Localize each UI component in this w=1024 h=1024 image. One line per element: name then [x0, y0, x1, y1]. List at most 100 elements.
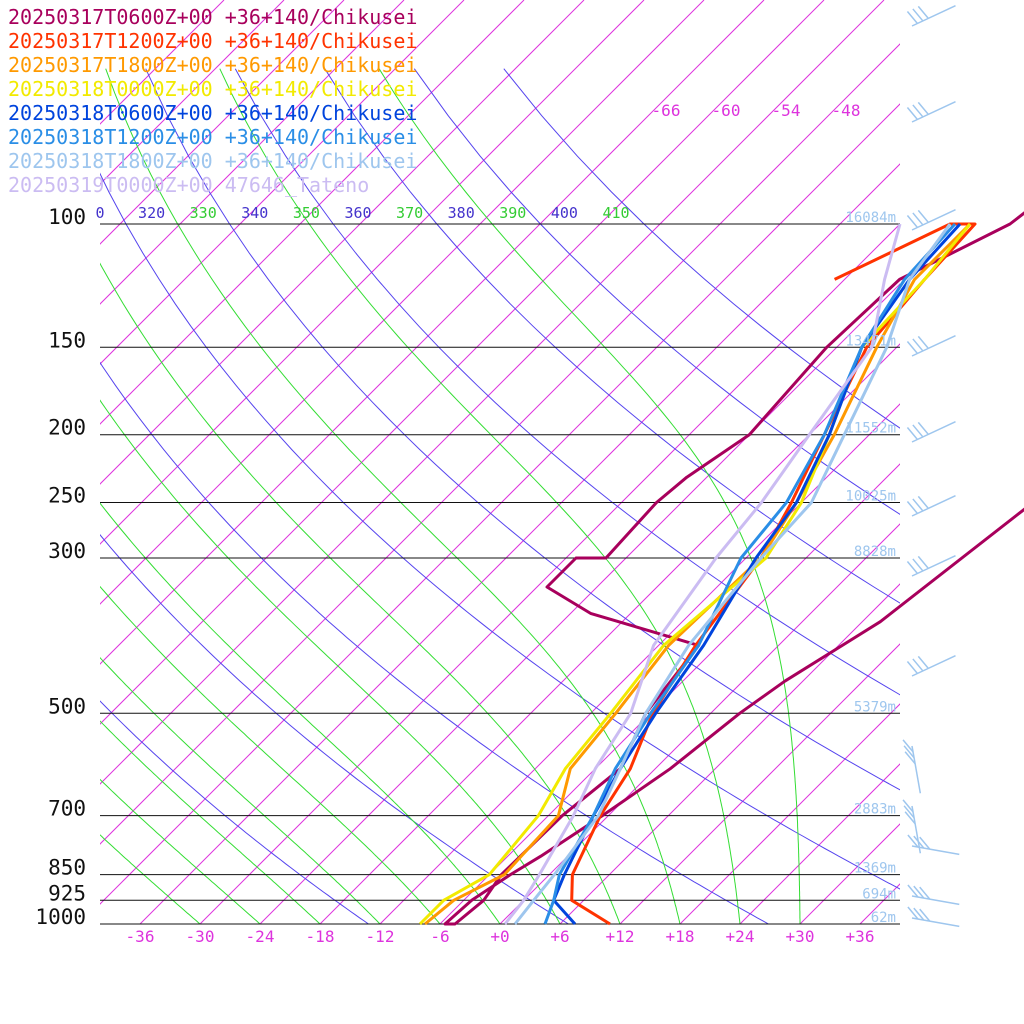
pressure-label: 1000 — [35, 905, 86, 929]
upper-isotherm-label: -66 — [652, 101, 681, 120]
theta-label: 0 — [95, 204, 104, 222]
wind-barb-flag — [912, 558, 924, 572]
isotherm-line — [379, 403, 900, 924]
wind-barb — [911, 895, 960, 906]
theta-label: 340 — [241, 204, 268, 222]
temperature-profiles — [418, 211, 1024, 926]
wind-barb-flag — [917, 555, 929, 569]
temperature-tick-label: -36 — [126, 927, 155, 946]
isotherm-line — [139, 163, 900, 924]
wind-barb — [911, 805, 922, 854]
isotherm-line — [100, 0, 285, 185]
moist-adiabat-line — [105, 68, 681, 924]
dry-adiabat-line — [100, 700, 369, 924]
dry-adiabat-line — [234, 68, 900, 696]
isotherm-line — [100, 0, 825, 725]
theta-label: 380 — [448, 204, 475, 222]
moist-adiabat-line — [219, 68, 741, 924]
wind-barb-flag — [913, 907, 925, 921]
pressure-label: 300 — [48, 539, 86, 563]
temperature-tick-label: -30 — [186, 927, 215, 946]
wind-barb-flag — [906, 106, 919, 120]
wind-barb-flag — [912, 498, 924, 512]
moist-adiabat-line — [100, 502, 501, 924]
height-label: 13471m — [845, 333, 896, 349]
isotherm-line — [100, 0, 885, 785]
legend-entry: 20250317T1800Z+00 +36+140/Chikusei — [8, 53, 417, 77]
wind-barb-flag — [904, 751, 916, 765]
wind-barb-flag — [907, 906, 919, 920]
wind-barb-flag — [902, 799, 914, 813]
isotherm-line — [259, 283, 900, 924]
pressure-label: 150 — [48, 328, 86, 352]
wind-barb-flag — [912, 104, 924, 118]
temperature-tick-label: +36 — [846, 927, 875, 946]
wind-barb-flag — [903, 805, 915, 819]
wind-barb-flag — [906, 660, 919, 674]
isotherm-line — [679, 703, 900, 924]
wind-barb-flag — [904, 811, 916, 825]
wind-barb — [911, 495, 956, 517]
temperature-tick-label: +12 — [606, 927, 635, 946]
isotherm-lines — [100, 0, 1024, 924]
wind-barb-flag — [903, 745, 915, 759]
wind-barb-flag — [917, 335, 929, 349]
profile-line — [424, 222, 972, 926]
wind-barb — [911, 101, 956, 123]
isotherm-line — [859, 883, 900, 924]
wind-barb-flag — [919, 886, 931, 900]
wind-barb-flag — [902, 739, 914, 753]
wind-barb-flag — [913, 835, 925, 849]
wind-barb-flag — [906, 560, 919, 574]
upper-isotherm-label: -54 — [772, 101, 801, 120]
theta-label: 330 — [190, 204, 217, 222]
theta-label: 410 — [602, 204, 629, 222]
temperature-tick-labels: -36 -30 -24 -18 -12 -6 +0 +6 +12 +18 +24 +30 +36 — [126, 927, 875, 946]
isotherm-line — [619, 643, 900, 924]
height-label: 5379m — [854, 699, 896, 715]
isotherm-line — [920, 0, 1024, 924]
height-label: 62m — [871, 910, 896, 926]
isotherm-line — [980, 0, 1024, 924]
isotherm-line — [100, 0, 525, 425]
wind-barb-flag — [912, 424, 924, 438]
legend: 20250317T0600Z+00 +36+140/Chikusei202503… — [8, 5, 417, 197]
wind-barb-flag — [912, 658, 924, 672]
wind-barb-flag — [906, 10, 919, 24]
dry-adiabat-line — [324, 68, 900, 604]
wind-barb-flag — [917, 421, 929, 435]
isotherm-line — [100, 0, 645, 545]
wind-barbs — [902, 5, 960, 928]
wind-barb-flag — [906, 426, 919, 440]
profile-line — [513, 223, 952, 925]
moist-adiabat-line — [100, 778, 261, 924]
moist-adiabat-line — [100, 720, 321, 924]
temperature-tick-label: -24 — [246, 927, 275, 946]
dry-adiabat-line — [100, 172, 900, 890]
dry-adiabat-line — [100, 534, 569, 924]
isotherm-line — [100, 0, 345, 245]
legend-entry: 20250317T1200Z+00 +36+140/Chikusei — [8, 29, 417, 53]
isotherm-line — [100, 0, 705, 605]
wind-barb-flag — [919, 908, 931, 922]
height-label: 16084m — [845, 210, 896, 226]
height-label: 694m — [862, 886, 896, 902]
dry-adiabat-line — [145, 68, 900, 791]
height-label: 10025m — [845, 489, 896, 505]
profile-line — [443, 211, 1024, 926]
temperature-tick-label: -6 — [430, 927, 449, 946]
dry-adiabat-line — [100, 361, 769, 924]
upper-isotherm-labels: -66 -60 -54 -48 — [652, 101, 861, 120]
legend-entry: 20250317T0600Z+00 +36+140/Chikusei — [8, 5, 417, 29]
theta-label: 400 — [551, 204, 578, 222]
theta-label: 370 — [396, 204, 423, 222]
wind-barb — [911, 917, 960, 928]
theta-label: 350 — [293, 204, 320, 222]
moist-adiabat-line — [100, 262, 621, 924]
pressure-label: 925 — [48, 881, 86, 905]
isotherm-line — [799, 823, 900, 924]
wind-barb-flag — [906, 214, 919, 228]
wind-barb — [911, 555, 956, 577]
wind-barb-flag — [917, 495, 929, 509]
pressure-label: 850 — [48, 856, 86, 880]
